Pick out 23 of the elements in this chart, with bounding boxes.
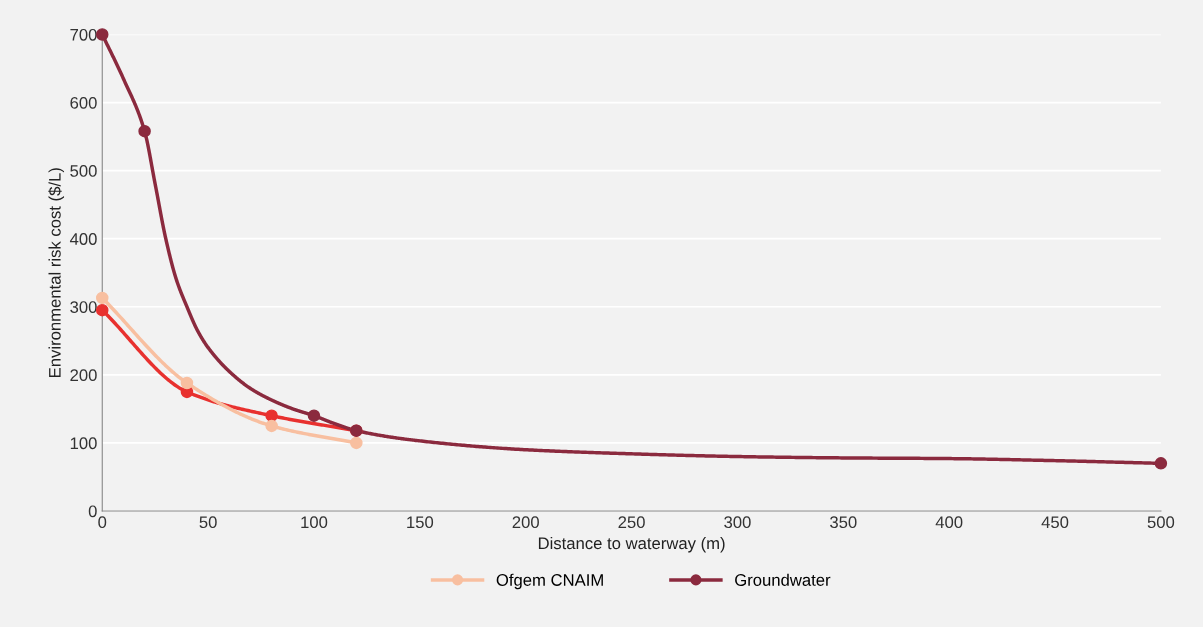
x-tick-label: 300	[724, 516, 751, 529]
y-tick-label: 700	[70, 28, 97, 41]
x-tick-label: 250	[618, 516, 645, 529]
x-tick-label: 0	[98, 516, 107, 529]
x-tick-label: 50	[199, 516, 217, 529]
x-tick-label: 400	[935, 516, 963, 529]
y-tick-label: 100	[70, 437, 97, 450]
y-tick-label: 200	[70, 369, 97, 382]
y-tick-label: 600	[70, 96, 97, 109]
x-tick-label: 350	[830, 516, 857, 529]
legend-label: Groundwater	[735, 573, 831, 586]
x-tick-label: 500	[1147, 516, 1175, 529]
x-tick-label: 450	[1041, 516, 1069, 529]
y-axis-title: Environmental risk cost ($/L)	[48, 168, 65, 377]
legend-label: Ofgem CNAIM	[496, 573, 603, 590]
x-tick-label: 150	[407, 516, 434, 529]
x-tick-label: 200	[512, 516, 539, 529]
y-tick-label: 500	[70, 165, 97, 177]
y-tick-label: 0	[88, 505, 97, 518]
y-tick-label: 400	[69, 233, 97, 245]
x-tick-label: 100	[301, 516, 328, 529]
y-tick-label: 300	[70, 301, 97, 313]
x-axis-title: Distance to waterway (m)	[538, 536, 725, 553]
